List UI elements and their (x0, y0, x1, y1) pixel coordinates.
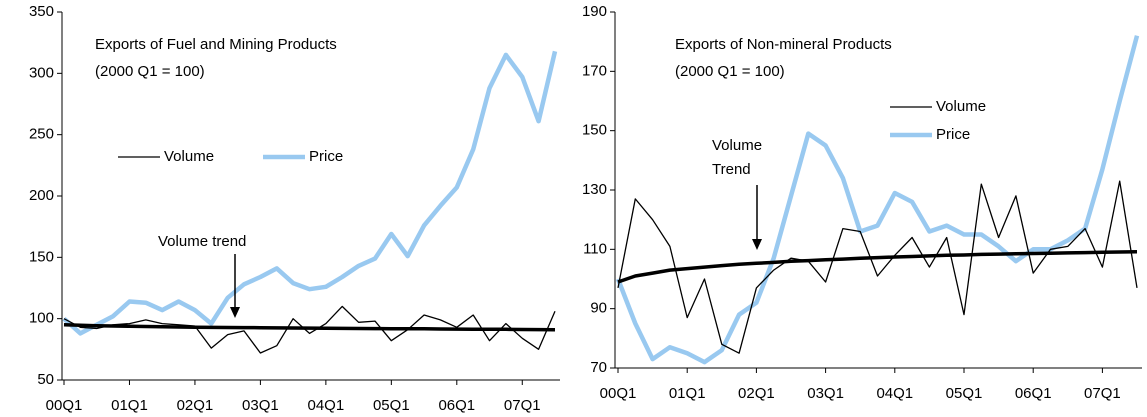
y-tick-label: 100 (29, 310, 54, 327)
chart-title: (2000 Q1 = 100) (95, 63, 205, 80)
y-tick-label: 130 (582, 181, 607, 198)
y-tick-label: 150 (582, 122, 607, 139)
x-tick-label: 06Q1 (1015, 385, 1052, 402)
x-tick-label: 05Q1 (946, 385, 983, 402)
y-tick-label: 170 (582, 62, 607, 79)
annotation: Volume (712, 137, 762, 154)
annotation-arrowhead (752, 239, 762, 250)
x-tick-label: 04Q1 (876, 385, 913, 402)
annotation-arrowhead (230, 307, 240, 318)
x-tick-label: 02Q1 (177, 397, 214, 414)
series-line (62, 50, 558, 336)
x-tick-label: 00Q1 (600, 385, 637, 402)
y-tick-label: 110 (583, 240, 607, 257)
series-line (617, 180, 1138, 354)
y-tick-label: 150 (29, 248, 54, 265)
series-line (615, 35, 1140, 365)
series-line (617, 249, 1138, 284)
x-tick-label: 01Q1 (111, 397, 148, 414)
x-tick-label: 03Q1 (807, 385, 844, 402)
x-tick-label: 07Q1 (1084, 385, 1121, 402)
y-tick-label: 250 (29, 126, 54, 143)
x-tick-label: 03Q1 (242, 397, 279, 414)
chart-title: Exports of Fuel and Mining Products (95, 36, 337, 53)
y-tick-label: 70 (590, 359, 607, 376)
y-tick-label: 300 (29, 64, 54, 81)
chart-title: (2000 Q1 = 100) (675, 63, 785, 80)
x-tick-label: 04Q1 (308, 397, 345, 414)
x-tick-label: 02Q1 (738, 385, 775, 402)
annotation: Trend (712, 161, 751, 178)
x-tick-label: 01Q1 (669, 385, 706, 402)
x-tick-label: 00Q1 (46, 397, 83, 414)
x-tick-label: 07Q1 (504, 397, 541, 414)
y-tick-label: 50 (37, 371, 54, 388)
legend-label: Price (309, 148, 343, 165)
y-tick-label: 200 (29, 187, 54, 204)
annotation: Volume trend (158, 233, 246, 250)
y-tick-label: 90 (590, 300, 607, 317)
y-tick-label: 190 (582, 3, 607, 20)
x-tick-label: 05Q1 (373, 397, 410, 414)
y-tick-label: 350 (29, 3, 54, 20)
legend-label: Volume (936, 98, 986, 115)
series-line (63, 323, 556, 332)
legend-label: Price (936, 126, 970, 143)
x-tick-label: 06Q1 (438, 397, 475, 414)
legend-label: Volume (164, 148, 214, 165)
series-line (63, 305, 556, 354)
chart-title: Exports of Non-mineral Products (675, 36, 892, 53)
